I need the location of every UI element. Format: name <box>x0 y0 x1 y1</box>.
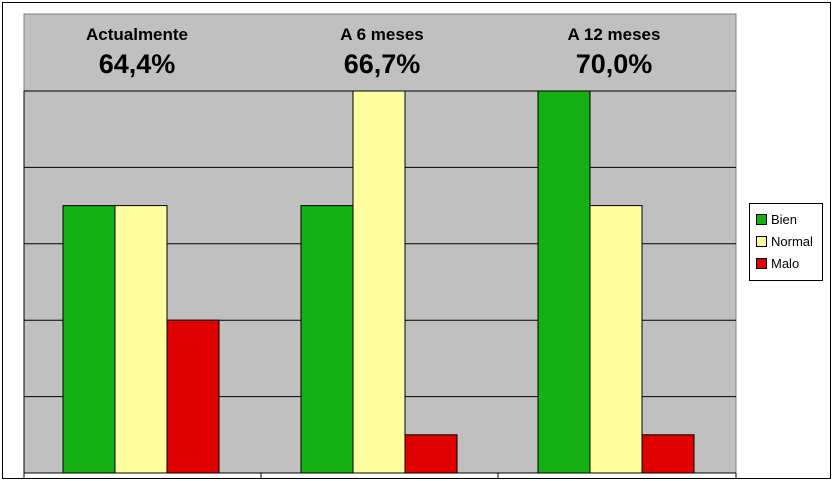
bar-bien-0 <box>63 206 115 473</box>
bar-normal-0 <box>115 206 167 473</box>
bar-bien-2 <box>538 91 590 473</box>
bar-bien-1 <box>301 206 353 473</box>
bar-normal-2 <box>590 206 642 473</box>
category-value-2: 70,0% <box>576 49 653 79</box>
legend-label-normal: Normal <box>771 235 813 248</box>
category-value-0: 64,4% <box>99 49 176 79</box>
legend-item-normal: Normal <box>756 230 822 252</box>
legend-label-bien: Bien <box>771 213 797 226</box>
category-title-0: Actualmente <box>86 25 188 44</box>
category-title-2: A 12 meses <box>568 25 661 44</box>
category-title-1: A 6 meses <box>340 25 423 44</box>
legend-swatch-normal <box>756 236 767 247</box>
bar-malo-1 <box>405 435 457 473</box>
legend-label-malo: Malo <box>771 257 799 270</box>
bar-normal-1 <box>353 91 405 473</box>
legend-item-bien: Bien <box>756 208 822 230</box>
legend-swatch-bien <box>756 214 767 225</box>
category-value-1: 66,7% <box>344 49 421 79</box>
legend: Bien Normal Malo <box>749 203 823 281</box>
bar-malo-0 <box>167 320 219 473</box>
bar-malo-2 <box>642 435 694 473</box>
legend-item-malo: Malo <box>756 252 822 274</box>
legend-swatch-malo <box>756 258 767 269</box>
